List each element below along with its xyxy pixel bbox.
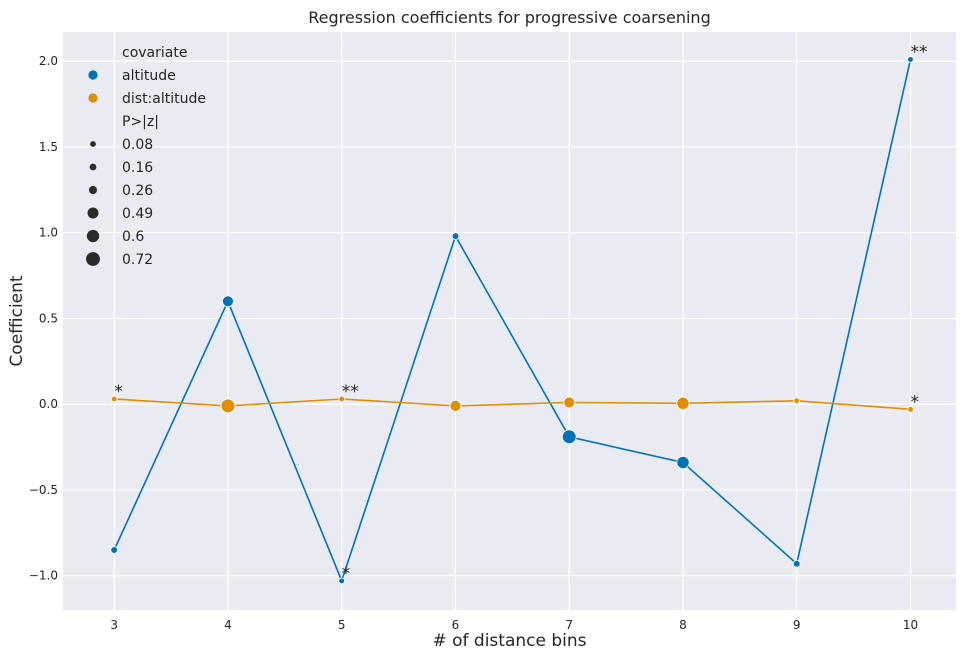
legend-size-marker (88, 185, 98, 195)
legend-marker (88, 93, 98, 103)
legend-size-label: 0.6 (122, 229, 144, 245)
legend-size-label: 0.72 (122, 252, 153, 268)
legend-hue-title: covariate (122, 45, 187, 61)
plot-background (63, 32, 956, 610)
annotation-label: * (342, 564, 351, 584)
y-tick-label: −0.5 (29, 483, 58, 497)
series-point (561, 429, 577, 445)
y-tick-label: 2.0 (39, 54, 58, 68)
legend-series-label: altitude (122, 68, 176, 84)
series-point (338, 395, 346, 403)
significance-annotations: **** *** (114, 42, 927, 583)
y-tick-label: 0.0 (39, 397, 58, 411)
legend-size-title: P>|z| (122, 114, 159, 130)
tick-labels: 3 4 5 6 7 8 9 10 −1.0 −0.5 0.0 0.5 1.0 1.5 2.0 (29, 54, 918, 632)
x-tick-label: 9 (793, 618, 801, 632)
y-axis-label: Coefficient (7, 275, 27, 366)
legend-size-marker (86, 252, 100, 266)
legend-size-label: 0.49 (122, 206, 153, 222)
series-point (110, 546, 118, 554)
legend-size-label: 0.26 (122, 183, 153, 199)
legend-size-marker (89, 163, 97, 171)
annotation-label: ** (342, 382, 359, 402)
x-tick-label: 7 (565, 618, 573, 632)
series-line-1 (114, 398, 911, 411)
x-tick-label: 8 (679, 618, 687, 632)
series-point (907, 56, 914, 63)
series-points (110, 56, 914, 585)
series-point (676, 455, 690, 470)
series-point (676, 396, 690, 410)
y-tick-label: 1.5 (39, 140, 58, 154)
annotation-label: * (910, 392, 919, 412)
series-point (792, 559, 801, 568)
y-tick-label: −1.0 (29, 569, 58, 583)
series-point (451, 232, 460, 240)
legend-size-marker (86, 229, 100, 243)
x-tick-label: 6 (452, 618, 460, 632)
series-point (907, 406, 914, 413)
series-point (563, 396, 576, 409)
annotation-label: * (114, 382, 123, 402)
series-point (449, 400, 462, 412)
series-point (110, 395, 118, 403)
x-tick-label: 4 (224, 618, 232, 632)
legend: covariate altitude dist:altitude P>|z| 0.08 0… (86, 45, 206, 268)
legend-size-marker (90, 141, 96, 147)
chart-title: Regression coefficients for progressive … (308, 8, 710, 27)
x-tick-label: 5 (338, 618, 346, 632)
y-tick-label: 1.0 (39, 226, 58, 240)
series-lines (113, 59, 912, 584)
series-point (338, 577, 346, 585)
series-line-0 (113, 59, 912, 584)
legend-series-label: dist:altitude (122, 91, 206, 107)
legend-size-marker (87, 207, 99, 219)
legend-size-label: 0.08 (122, 137, 153, 153)
y-tick-label: 0.5 (39, 311, 58, 325)
legend-size-label: 0.16 (122, 160, 153, 176)
annotation-label: ** (910, 42, 927, 62)
x-axis-label: # of distance bins (432, 631, 586, 651)
series-point (220, 398, 236, 414)
x-tick-label: 3 (110, 618, 118, 632)
x-tick-label: 10 (903, 618, 918, 632)
series-point (793, 397, 801, 405)
series-point (222, 295, 234, 308)
legend-marker (88, 70, 98, 80)
